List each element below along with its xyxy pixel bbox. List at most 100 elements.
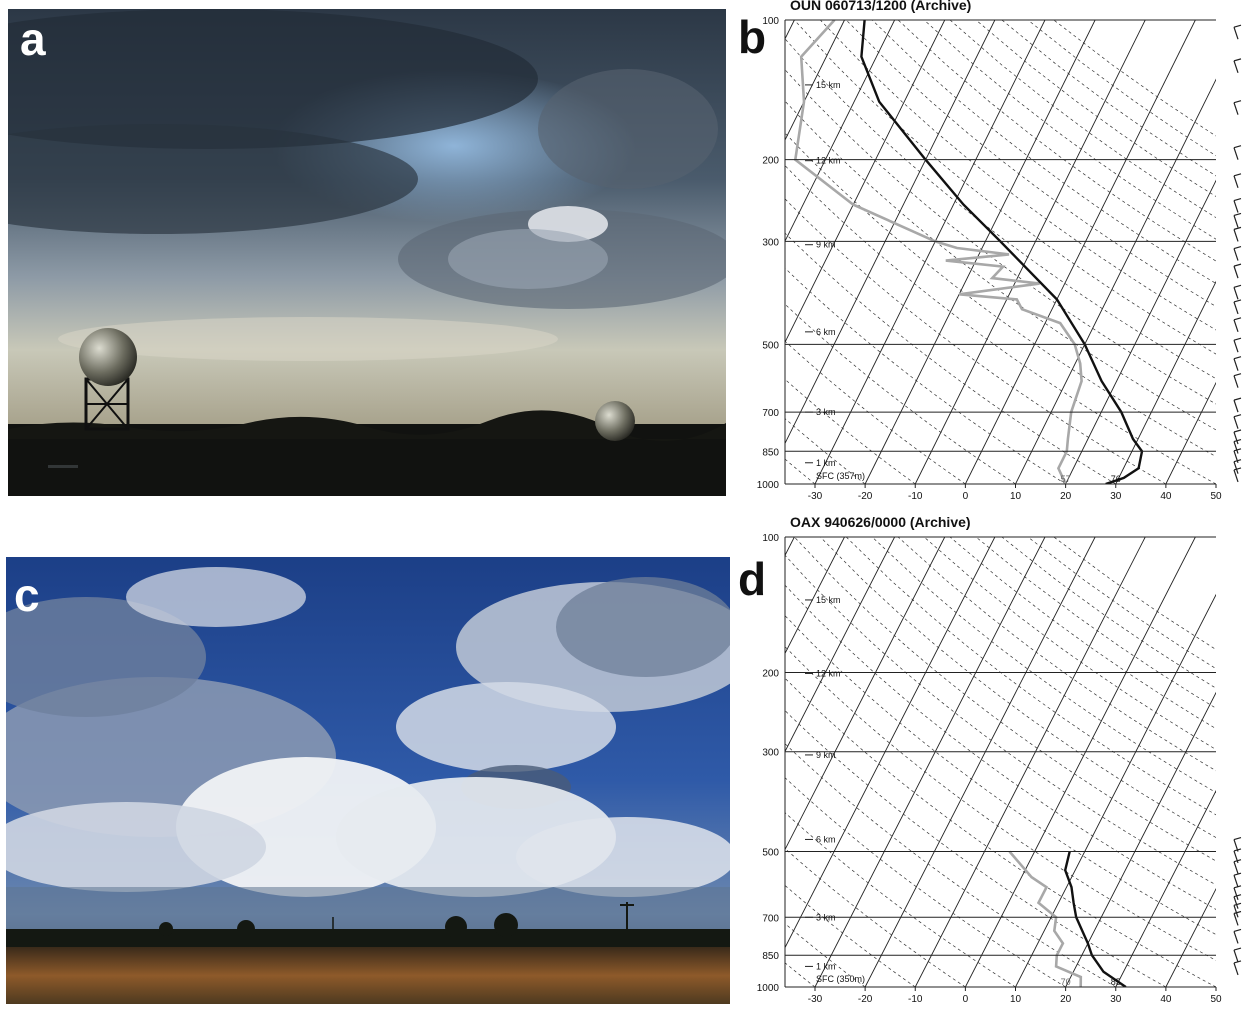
wind-barb xyxy=(1233,27,1239,40)
panel-label-a: a xyxy=(20,13,46,65)
wind-barb-flag xyxy=(1233,337,1242,341)
dry-adiabat xyxy=(1001,537,1216,689)
dry-adiabat xyxy=(785,710,1167,987)
skewt-chart-d: 100 200 300 500 700 850 1000 -30 -20 -10 0 10 20 30 40… xyxy=(757,533,1242,1005)
pressure-label: 500 xyxy=(762,848,779,859)
pressure-label: 1000 xyxy=(757,983,780,994)
temp-tick-label: -10 xyxy=(908,994,923,1005)
pressure-label: 850 xyxy=(762,447,779,458)
isotherm-line xyxy=(740,20,744,484)
pressure-label: 200 xyxy=(762,668,779,679)
wind-barb xyxy=(1233,175,1239,189)
wind-barb-flag xyxy=(1233,902,1242,906)
temp-tick-label: 20 xyxy=(1060,491,1072,502)
temp-tick-label: 10 xyxy=(1010,994,1022,1005)
dry-adiabat xyxy=(785,615,1216,935)
wind-barb-flag xyxy=(1233,910,1242,915)
wind-barb xyxy=(1233,358,1239,371)
isotherm-line xyxy=(1115,789,1216,987)
dry-adiabat xyxy=(785,100,1216,431)
wind-barb-flag xyxy=(1233,58,1242,62)
wind-barb xyxy=(1233,301,1239,315)
wind-barb xyxy=(1233,441,1239,454)
isotherm-line xyxy=(864,537,1096,987)
wind-barb-flag xyxy=(1233,439,1242,443)
isotherm-line xyxy=(964,537,1196,987)
temp-tick-label: 50 xyxy=(1210,994,1222,1005)
dry-adiabat xyxy=(1053,20,1216,137)
temp-tick-label: -20 xyxy=(858,491,873,502)
temp-tick-label: -10 xyxy=(908,491,923,502)
wind-barb xyxy=(1233,887,1239,900)
radar-tower xyxy=(79,328,137,431)
wind-barb-flag xyxy=(1233,459,1242,463)
pressure-label: 300 xyxy=(762,748,779,759)
dry-adiabat xyxy=(1027,537,1216,670)
isotherm-line xyxy=(1015,593,1216,987)
dry-adiabat xyxy=(1001,20,1216,177)
wind-barb-flag xyxy=(1233,197,1242,202)
isotherm-line xyxy=(1165,887,1216,987)
wind-barb xyxy=(1233,874,1239,888)
wind-barb-flag xyxy=(1233,24,1242,28)
stormy-sky-radar-photo xyxy=(8,9,726,496)
wind-barb xyxy=(1233,265,1239,279)
dry-adiabat xyxy=(1027,20,1216,157)
height-label: 12 km xyxy=(816,668,841,678)
height-label: 12 km xyxy=(816,156,841,166)
wind-barb-flag xyxy=(1233,894,1242,898)
wind-barb-flag xyxy=(1233,226,1242,230)
wind-barb xyxy=(1233,60,1239,74)
pressure-label: 500 xyxy=(762,340,779,351)
dry-adiabat xyxy=(785,743,1116,987)
dry-adiabat xyxy=(785,554,1216,886)
height-label: 9 km xyxy=(816,240,836,250)
wind-barb-flag xyxy=(1233,284,1242,288)
isotherm-line xyxy=(964,20,1196,484)
small-radar-dome xyxy=(595,401,635,441)
wind-barb-flag xyxy=(1233,100,1242,104)
temp-tick-label: 40 xyxy=(1160,994,1172,1005)
isotherm-line xyxy=(914,20,1146,484)
wind-barb-flag xyxy=(1233,373,1242,377)
dry-adiabat xyxy=(845,20,1216,307)
height-label: 3 km xyxy=(816,407,836,417)
surface-dewpoint-value: 57 xyxy=(1061,474,1071,484)
dry-adiabat xyxy=(897,537,1216,772)
isotherm-line xyxy=(1215,482,1216,484)
dry-adiabat xyxy=(923,537,1216,750)
wind-barb xyxy=(1233,147,1239,160)
temp-tick-label: 0 xyxy=(963,994,969,1005)
panel-label-c: c xyxy=(14,569,40,621)
dry-adiabat xyxy=(785,69,1216,405)
isotherm-line xyxy=(785,20,996,445)
wind-barb xyxy=(1233,399,1239,413)
dry-adiabat xyxy=(785,232,1116,484)
dry-adiabat xyxy=(794,20,1216,355)
pressure-label: 700 xyxy=(762,408,779,419)
pressure-label: 100 xyxy=(762,533,779,544)
height-label: 1 km xyxy=(816,961,836,971)
wind-barb xyxy=(1233,287,1239,300)
wind-barb-flag xyxy=(1233,859,1242,863)
wind-barb xyxy=(1233,461,1239,474)
dry-adiabat xyxy=(871,537,1216,793)
pressure-label: 700 xyxy=(762,913,779,924)
dry-adiabat xyxy=(820,537,1216,838)
surface-temperature-value: 85 xyxy=(1111,977,1121,987)
wind-barb xyxy=(1233,861,1239,874)
wind-barb xyxy=(1233,375,1239,388)
wind-barb-flag xyxy=(1233,246,1242,250)
isotherm-line xyxy=(1215,986,1216,987)
wind-barb-flag xyxy=(1233,414,1242,418)
dry-adiabat xyxy=(820,20,1216,331)
wind-barb xyxy=(1233,102,1239,115)
height-label: 1 km xyxy=(816,458,836,468)
wind-barb-flag xyxy=(1233,263,1242,267)
isotherm-line xyxy=(914,537,1146,987)
pressure-label: 300 xyxy=(762,237,779,248)
surface-temperature-value: 76 xyxy=(1111,474,1121,484)
panel-label-b: b xyxy=(738,11,767,63)
height-label: 15 km xyxy=(816,595,841,605)
wind-barb xyxy=(1233,229,1239,242)
